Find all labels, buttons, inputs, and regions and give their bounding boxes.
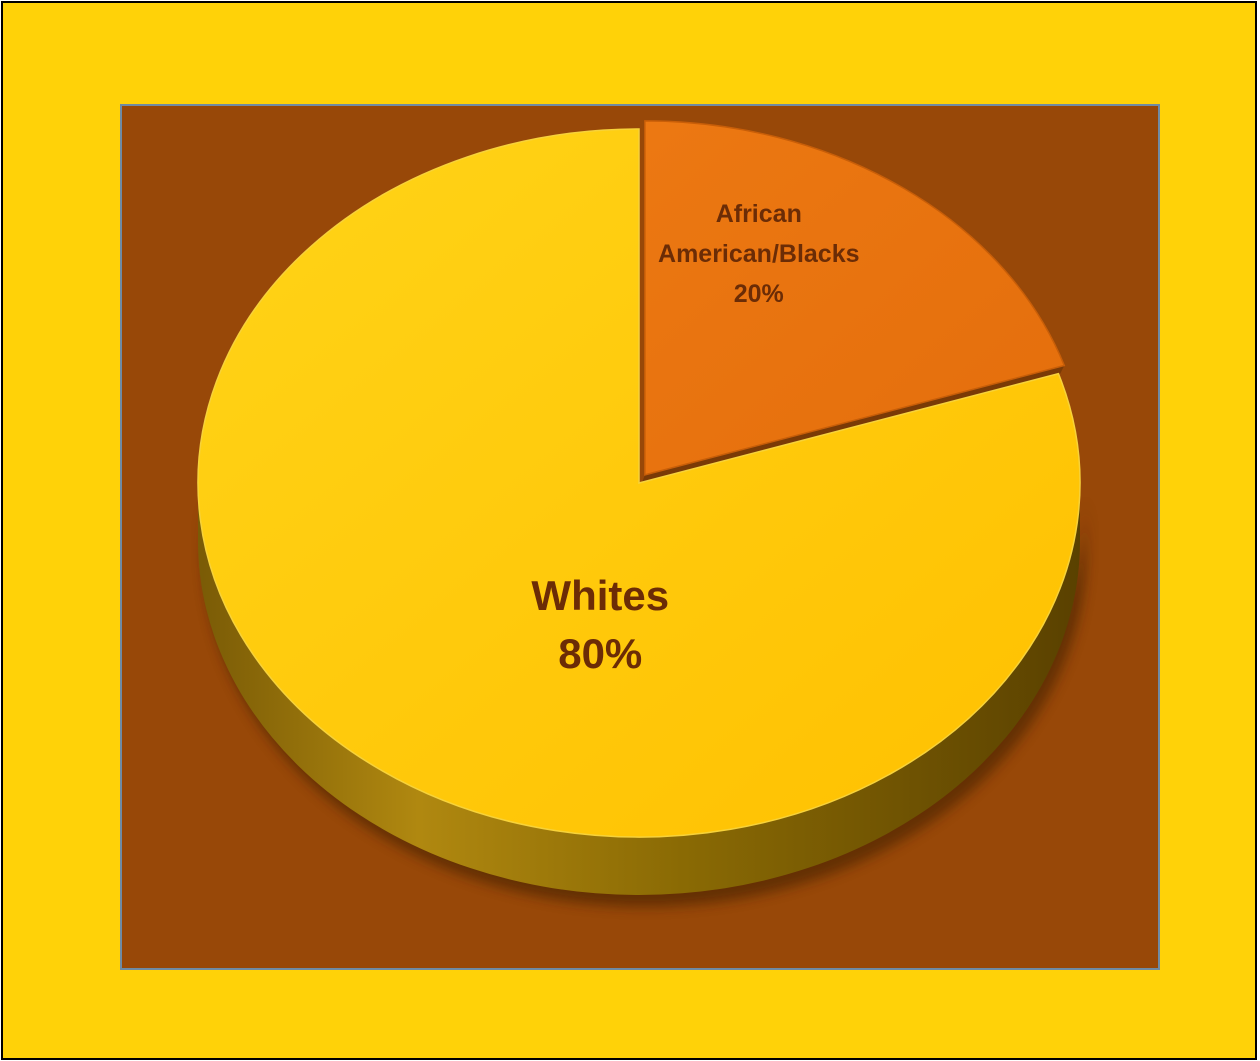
slice-label-african-american-blacks-line-2: 20%	[734, 280, 784, 308]
slice-label-african-american-blacks-line-0: African	[716, 200, 802, 228]
pie-chart: African American/Blacks 20% Whites 80%	[120, 104, 1160, 970]
slice-label-whites-line-0: Whites	[531, 572, 669, 619]
slice-label-whites-line-1: 80%	[558, 630, 642, 677]
slice-wall-african-american-blacks	[641, 365, 1065, 483]
slice-whites	[197, 128, 1081, 838]
pie-side	[198, 483, 1080, 895]
slice-label-african-american-blacks-line-1: American/Blacks	[658, 240, 860, 268]
pie-slices	[197, 120, 1081, 838]
slice-african-american-blacks	[644, 120, 1066, 476]
slice-labels: African American/Blacks 20% Whites 80%	[531, 200, 859, 677]
slice-side-whites	[198, 483, 1080, 895]
